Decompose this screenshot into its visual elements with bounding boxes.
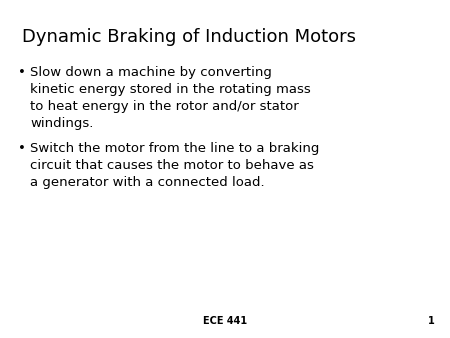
Text: Slow down a machine by converting: Slow down a machine by converting xyxy=(30,66,272,79)
Text: •: • xyxy=(18,142,26,155)
Text: Switch the motor from the line to a braking: Switch the motor from the line to a brak… xyxy=(30,142,320,155)
Text: windings.: windings. xyxy=(30,117,94,130)
Text: a generator with a connected load.: a generator with a connected load. xyxy=(30,176,265,189)
Text: •: • xyxy=(18,66,26,79)
Text: to heat energy in the rotor and/or stator: to heat energy in the rotor and/or stato… xyxy=(30,100,299,113)
Text: Dynamic Braking of Induction Motors: Dynamic Braking of Induction Motors xyxy=(22,28,356,46)
Text: circuit that causes the motor to behave as: circuit that causes the motor to behave … xyxy=(30,159,314,172)
Text: 1: 1 xyxy=(428,316,435,326)
Text: kinetic energy stored in the rotating mass: kinetic energy stored in the rotating ma… xyxy=(30,83,311,96)
Text: ECE 441: ECE 441 xyxy=(203,316,247,326)
